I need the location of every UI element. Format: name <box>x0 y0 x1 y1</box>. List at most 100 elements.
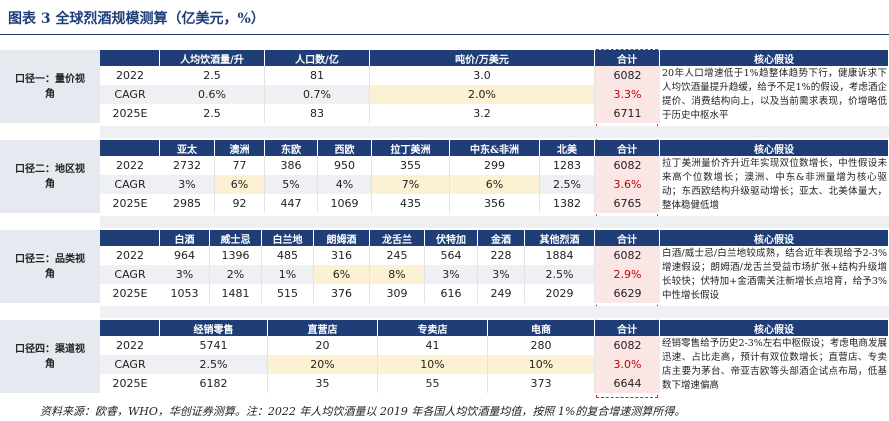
total-header: 合计 <box>595 320 660 336</box>
column-header: 白酒 <box>160 230 210 246</box>
data-cell: 245 <box>370 246 425 265</box>
data-cell: 2.5% <box>540 175 595 194</box>
data-cell: 7% <box>372 175 450 194</box>
data-cell: 515 <box>262 284 314 303</box>
data-cell: 2.5 <box>160 104 265 123</box>
data-cell: 2985 <box>160 194 215 213</box>
column-header: 中东&非洲 <box>450 140 540 156</box>
data-cell: 41 <box>378 336 488 355</box>
block-label: 口径一：量价视角 <box>0 50 100 123</box>
row-label: 2025E <box>100 284 160 303</box>
column-header: 西欧 <box>318 140 372 156</box>
data-cell: 2.0% <box>370 85 595 104</box>
data-cell: 964 <box>160 246 210 265</box>
column-header: 直营店 <box>268 320 378 336</box>
data-cell: 5741 <box>160 336 268 355</box>
assumption-text: 20年人口增速低于1%趋整体趋势下行，健康诉求下人均饮酒量提升趋缓，给予不足1%… <box>662 68 887 121</box>
column-header: 朗姆酒 <box>314 230 370 246</box>
row-label: CAGR <box>100 175 160 194</box>
data-cell: 616 <box>425 284 478 303</box>
row-label: 2022 <box>100 156 160 175</box>
source-note: 资料来源：欧睿，WHO，华创证券测算。注：2022 年人均饮酒量以 2019 年… <box>40 405 686 418</box>
column-header: 人均饮酒量/升 <box>160 50 265 66</box>
gap-row <box>100 126 889 138</box>
data-cell: 20 <box>268 336 378 355</box>
block-label: 口径三：品类视角 <box>0 230 100 303</box>
total-header: 合计 <box>595 140 660 156</box>
block-label: 口径二：地区视角 <box>0 140 100 213</box>
data-cell: 299 <box>450 156 540 175</box>
total-header: 合计 <box>595 230 660 246</box>
data-cell: 373 <box>488 374 595 393</box>
assumption-header: 核心假设 <box>660 320 889 336</box>
data-cell: 8% <box>370 265 425 284</box>
data-cell: 249 <box>478 284 525 303</box>
total-cell: 6082 <box>595 66 660 85</box>
row-label: 2025E <box>100 194 160 213</box>
header-cell <box>100 320 160 336</box>
row-label: CAGR <box>100 265 160 284</box>
data-cell: 83 <box>265 104 370 123</box>
row-label: 2025E <box>100 104 160 123</box>
data-cell: 3.2 <box>370 104 595 123</box>
header-cell <box>100 50 160 66</box>
data-cell: 6% <box>450 175 540 194</box>
header-cell <box>100 140 160 156</box>
data-cell: 92 <box>215 194 265 213</box>
total-cell: 2.9% <box>595 265 660 284</box>
gap-row <box>100 306 889 318</box>
data-cell: 376 <box>314 284 370 303</box>
data-cell: 2.5% <box>160 355 268 374</box>
data-cell: 1283 <box>540 156 595 175</box>
data-cell: 280 <box>488 336 595 355</box>
row-label: 2022 <box>100 66 160 85</box>
data-cell: 0.7% <box>265 85 370 104</box>
total-cell: 6711 <box>595 104 660 123</box>
header-cell <box>100 230 160 246</box>
data-cell: 1396 <box>210 246 262 265</box>
column-header: 威士忌 <box>210 230 262 246</box>
title: 图表 3 全球烈酒规模测算（亿美元，%） <box>8 11 265 27</box>
total-header: 合计 <box>595 50 660 66</box>
column-header: 东欧 <box>265 140 318 156</box>
column-header: 经销零售 <box>160 320 268 336</box>
total-cell: 6629 <box>595 284 660 303</box>
total-cell: 6765 <box>595 194 660 213</box>
column-header: 伏特加 <box>425 230 478 246</box>
data-cell: 10% <box>378 355 488 374</box>
data-cell: 1481 <box>210 284 262 303</box>
data-cell: 1053 <box>160 284 210 303</box>
total-cell: 3.3% <box>595 85 660 104</box>
data-cell: 2732 <box>160 156 215 175</box>
column-header: 拉丁美洲 <box>372 140 450 156</box>
data-cell: 309 <box>370 284 425 303</box>
row-label: 2022 <box>100 246 160 265</box>
data-cell: 10% <box>488 355 595 374</box>
data-cell: 2.5% <box>525 265 595 284</box>
data-cell: 316 <box>314 246 370 265</box>
column-header: 澳洲 <box>215 140 265 156</box>
data-cell: 228 <box>478 246 525 265</box>
column-header: 电商 <box>488 320 595 336</box>
column-header: 北美 <box>540 140 595 156</box>
data-cell: 3% <box>425 265 478 284</box>
block-label: 口径四：渠道视角 <box>0 320 100 393</box>
data-cell: 1% <box>262 265 314 284</box>
total-cell: 6644 <box>595 374 660 393</box>
data-cell: 355 <box>372 156 450 175</box>
column-header: 专卖店 <box>378 320 488 336</box>
row-label: CAGR <box>100 355 160 374</box>
assumption-header: 核心假设 <box>660 50 889 66</box>
assumption-header: 核心假设 <box>660 230 889 246</box>
row-label: CAGR <box>100 85 160 104</box>
data-cell: 3% <box>160 175 215 194</box>
data-cell: 564 <box>425 246 478 265</box>
assumption-text: 拉丁美洲量价齐升近年实现双位数增长，中性假设未来高个位数增长；澳洲、中东&非洲量… <box>662 158 887 211</box>
column-header: 金酒 <box>478 230 525 246</box>
data-cell: 447 <box>265 194 318 213</box>
data-cell: 2% <box>210 265 262 284</box>
column-header: 亚太 <box>160 140 215 156</box>
data-cell: 35 <box>268 374 378 393</box>
total-cell: 3.6% <box>595 175 660 194</box>
data-cell: 1884 <box>525 246 595 265</box>
